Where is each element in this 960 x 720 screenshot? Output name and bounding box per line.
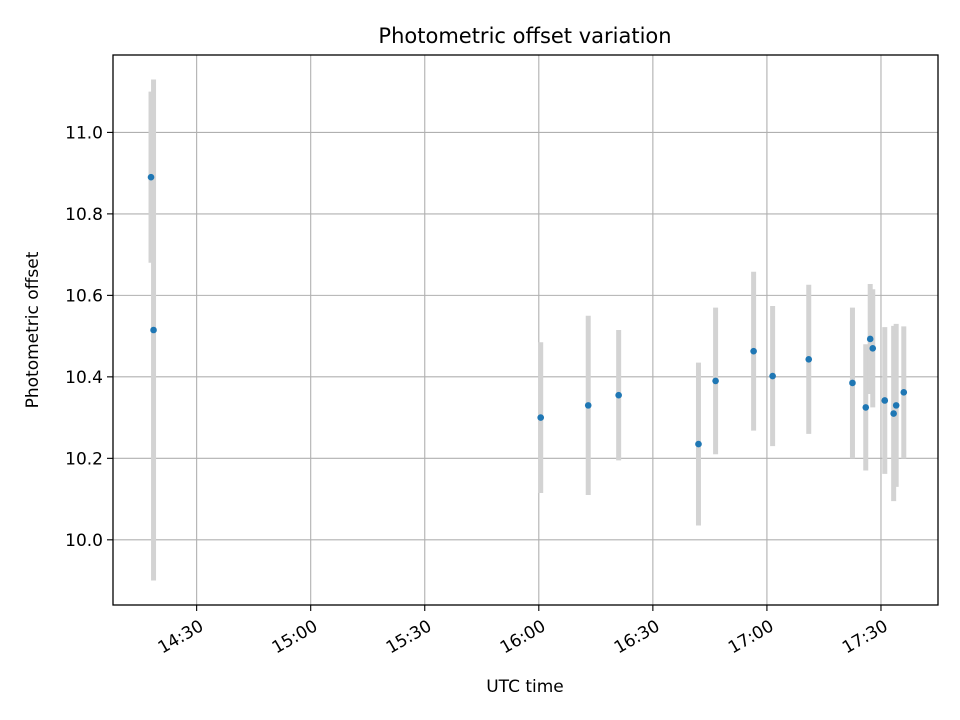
y-tick-label: 10.8 xyxy=(65,205,103,225)
data-point xyxy=(537,414,545,421)
data-point xyxy=(849,379,856,387)
data-point xyxy=(862,404,870,411)
y-tick-label: 10.2 xyxy=(65,449,103,469)
plot-area xyxy=(113,55,938,605)
y-tick-label: 10.0 xyxy=(65,531,103,551)
y-axis-label: Photometric offset xyxy=(23,251,43,408)
y-tick-label: 11.0 xyxy=(65,123,103,143)
y-tick-label: 10.6 xyxy=(65,286,103,306)
y-tick-label: 10.4 xyxy=(65,368,103,388)
data-point xyxy=(615,391,622,399)
data-point xyxy=(892,402,900,409)
data-point xyxy=(890,410,897,417)
data-point xyxy=(769,372,776,380)
data-point xyxy=(805,356,813,363)
data-point xyxy=(712,377,719,385)
data-points xyxy=(147,173,908,448)
data-point xyxy=(869,345,877,352)
data-point xyxy=(150,326,157,334)
data-point xyxy=(147,173,155,181)
data-point xyxy=(866,335,874,343)
data-point xyxy=(900,389,908,396)
data-point xyxy=(695,440,702,448)
y-axis-ticks: 10.0 10.2 10.4 10.6 10.8 11.0 xyxy=(65,123,113,551)
plot-frame xyxy=(112,54,939,606)
data-point xyxy=(750,347,757,355)
chart-title: Photometric offset variation xyxy=(378,24,671,48)
x-axis-label: UTC time xyxy=(486,677,564,697)
data-point xyxy=(881,397,889,404)
grid-lines xyxy=(113,55,938,605)
data-point xyxy=(584,402,592,409)
